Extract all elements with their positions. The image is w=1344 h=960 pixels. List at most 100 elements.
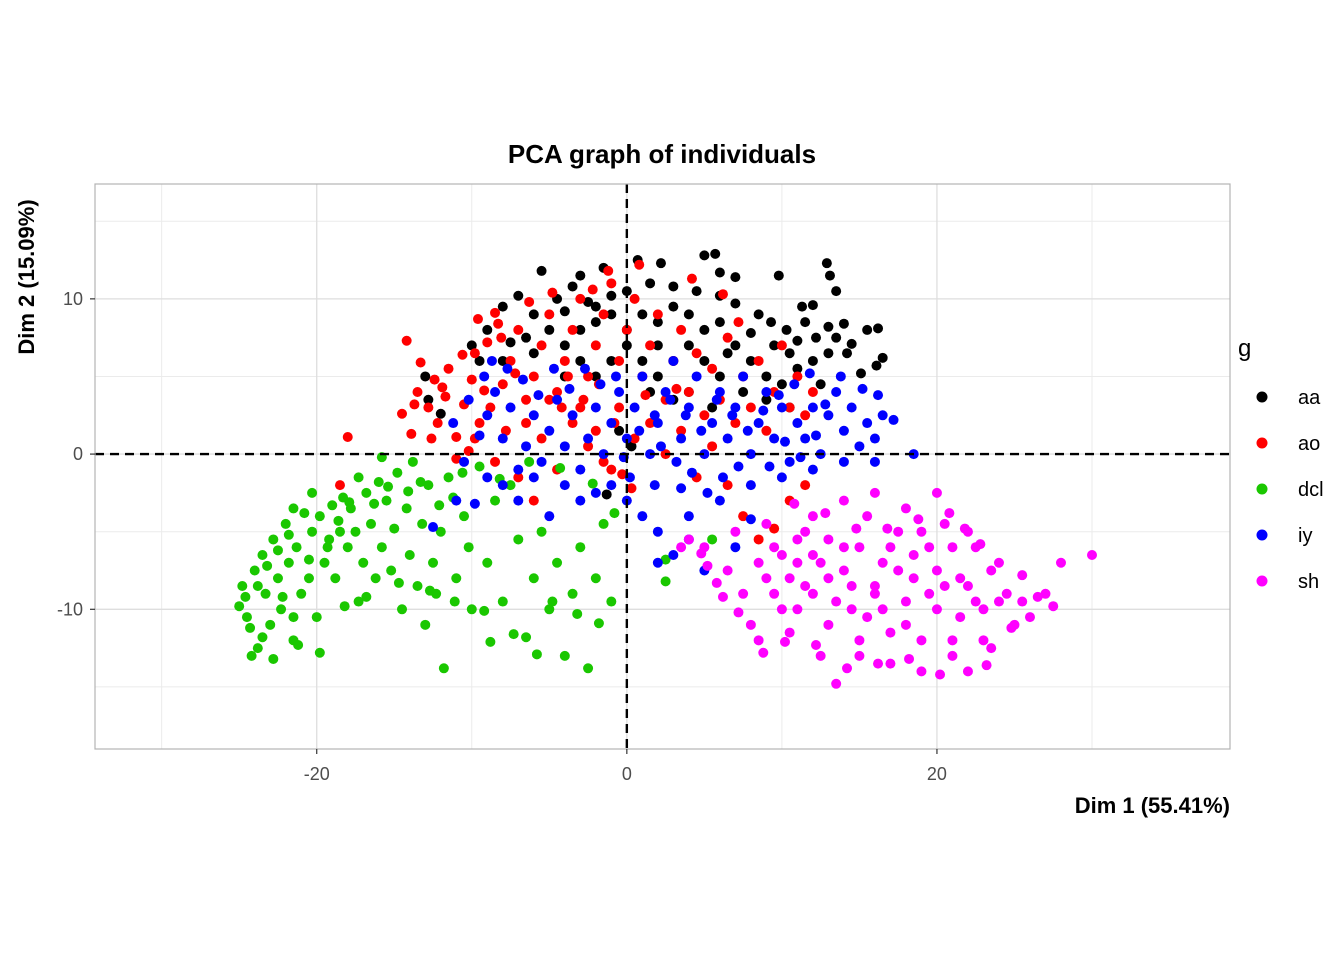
point-iy	[869, 433, 880, 444]
point-iy	[548, 363, 559, 374]
point-aa	[699, 324, 710, 335]
point-dcl	[485, 636, 496, 647]
point-sh	[877, 557, 888, 568]
point-iy	[764, 461, 775, 472]
point-aa	[846, 338, 857, 349]
point-sh	[947, 650, 958, 661]
point-ao	[493, 318, 504, 329]
point-sh	[1006, 622, 1017, 633]
point-iy	[733, 461, 744, 472]
point-dcl	[288, 503, 299, 514]
y-tick-label: 10	[63, 289, 83, 309]
point-ao	[406, 428, 417, 439]
point-dcl	[361, 487, 372, 498]
point-aa	[710, 248, 721, 259]
point-aa	[807, 355, 818, 366]
point-ao	[334, 480, 345, 491]
point-sh	[711, 577, 722, 588]
point-dcl	[401, 503, 412, 514]
point-dcl	[479, 605, 490, 616]
reference-lines	[95, 184, 1230, 749]
point-aa	[497, 301, 508, 312]
point-dcl	[293, 640, 304, 651]
point-ao	[590, 340, 601, 351]
point-iy	[753, 418, 764, 429]
point-ao	[412, 386, 423, 397]
data-points	[234, 248, 1098, 689]
point-sh	[904, 653, 915, 664]
point-iy	[474, 430, 485, 441]
point-aa	[621, 340, 632, 351]
point-ao	[552, 386, 563, 397]
point-ao	[807, 386, 818, 397]
point-sh	[784, 627, 795, 638]
point-iy	[742, 425, 753, 436]
point-sh	[846, 604, 857, 615]
point-dcl	[466, 604, 477, 615]
grid-layer	[95, 184, 1230, 749]
point-aa	[668, 301, 679, 312]
point-dcl	[334, 526, 345, 537]
point-ao	[437, 382, 448, 393]
point-aa	[559, 306, 570, 317]
point-iy	[590, 487, 601, 498]
point-aa	[807, 300, 818, 311]
point-aa	[505, 337, 516, 348]
point-iy	[761, 386, 772, 397]
point-ao	[753, 355, 764, 366]
point-iy	[789, 379, 800, 390]
point-sh	[900, 596, 911, 607]
point-sh	[1017, 570, 1028, 581]
point-dcl	[412, 581, 423, 592]
point-ao	[652, 309, 663, 320]
point-ao	[598, 456, 609, 467]
x-tick-label: 0	[622, 764, 632, 784]
point-ao	[598, 309, 609, 320]
point-ao	[521, 394, 532, 405]
point-ao	[722, 480, 733, 491]
point-dcl	[268, 653, 279, 664]
point-aa	[626, 441, 637, 452]
point-dcl	[392, 467, 403, 478]
point-dcl	[389, 523, 400, 534]
point-sh	[885, 627, 896, 638]
point-iy	[610, 371, 621, 382]
point-sh	[913, 514, 924, 525]
point-iy	[676, 433, 687, 444]
point-iy	[714, 386, 725, 397]
point-dcl	[593, 618, 604, 629]
point-sh	[776, 549, 787, 560]
point-aa	[824, 270, 835, 281]
point-iy	[686, 467, 697, 478]
point-ao	[699, 410, 710, 421]
point-sh	[947, 542, 958, 553]
legend-label-sh: sh	[1298, 571, 1319, 593]
point-iy	[838, 425, 849, 436]
point-sh	[1055, 557, 1066, 568]
point-dcl	[358, 557, 369, 568]
point-sh	[811, 640, 822, 651]
point-dcl	[490, 495, 501, 506]
point-aa	[871, 360, 882, 371]
point-sh	[893, 526, 904, 537]
point-ao	[761, 425, 772, 436]
point-sh	[815, 557, 826, 568]
point-dcl	[365, 518, 376, 529]
point-ao	[415, 357, 426, 368]
point-iy	[451, 495, 462, 506]
point-ao	[472, 314, 483, 325]
point-ao	[676, 324, 687, 335]
point-aa	[776, 379, 787, 390]
point-sh	[838, 542, 849, 553]
point-sh	[702, 560, 713, 571]
point-ao	[485, 402, 496, 413]
point-aa	[655, 258, 666, 269]
legend-item-dcl: dcl	[1256, 479, 1324, 501]
point-iy	[606, 418, 617, 429]
point-ao	[733, 317, 744, 328]
point-aa	[745, 328, 756, 339]
point-dcl	[342, 542, 353, 553]
point-ao	[738, 511, 749, 522]
point-dcl	[393, 577, 404, 588]
point-ao	[606, 278, 617, 289]
